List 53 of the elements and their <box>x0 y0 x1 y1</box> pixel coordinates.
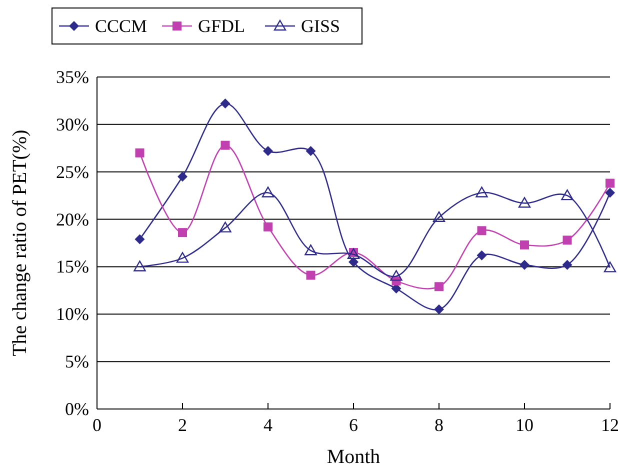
point <box>135 148 144 158</box>
point <box>219 222 232 232</box>
point <box>348 256 358 267</box>
legend-label: GISS <box>301 16 340 36</box>
y-tick-label: 15% <box>56 256 89 277</box>
x-tick-label: 6 <box>349 415 358 435</box>
point <box>220 98 230 109</box>
x-tick-label: 2 <box>178 415 187 435</box>
point <box>562 260 572 270</box>
point <box>304 244 317 256</box>
y-tick-label: 0% <box>65 399 89 419</box>
y-axis-title: The change ratio of PET(%) <box>9 130 31 356</box>
point <box>178 172 188 182</box>
point <box>477 226 486 236</box>
point <box>134 260 146 272</box>
legend-label: GFDL <box>198 16 246 36</box>
y-tick-label: 5% <box>65 352 89 372</box>
point <box>604 262 616 272</box>
point <box>434 304 444 314</box>
y-tick-label: 35% <box>56 67 89 87</box>
point <box>520 240 529 250</box>
point <box>606 178 614 188</box>
point <box>520 260 530 270</box>
point <box>434 282 444 292</box>
point <box>390 270 402 281</box>
point <box>306 270 316 280</box>
point <box>476 250 487 260</box>
x-axis-title: Month <box>326 446 380 468</box>
point <box>562 236 572 245</box>
point <box>476 186 488 198</box>
point <box>605 188 615 198</box>
legend-label: CCCM <box>95 16 148 36</box>
y-tick-label: 10% <box>56 304 89 324</box>
x-tick-label: 4 <box>264 415 272 435</box>
point <box>220 140 230 150</box>
point <box>432 211 446 222</box>
point <box>264 222 272 232</box>
y-tick-label: 25% <box>56 162 89 182</box>
x-tick-label: 8 <box>434 415 444 435</box>
x-tick-label: 12 <box>601 415 618 435</box>
point <box>518 197 531 208</box>
point <box>561 189 574 200</box>
y-tick-label: 30% <box>56 114 89 134</box>
point <box>391 284 402 294</box>
x-tick-label: 0 <box>92 415 102 435</box>
y-tick-label: 20% <box>56 209 89 230</box>
point <box>178 228 187 238</box>
x-tick-label: 10 <box>516 415 534 435</box>
point <box>176 252 189 263</box>
point <box>306 146 316 156</box>
point <box>262 186 274 198</box>
point <box>263 146 273 156</box>
point <box>134 234 145 244</box>
